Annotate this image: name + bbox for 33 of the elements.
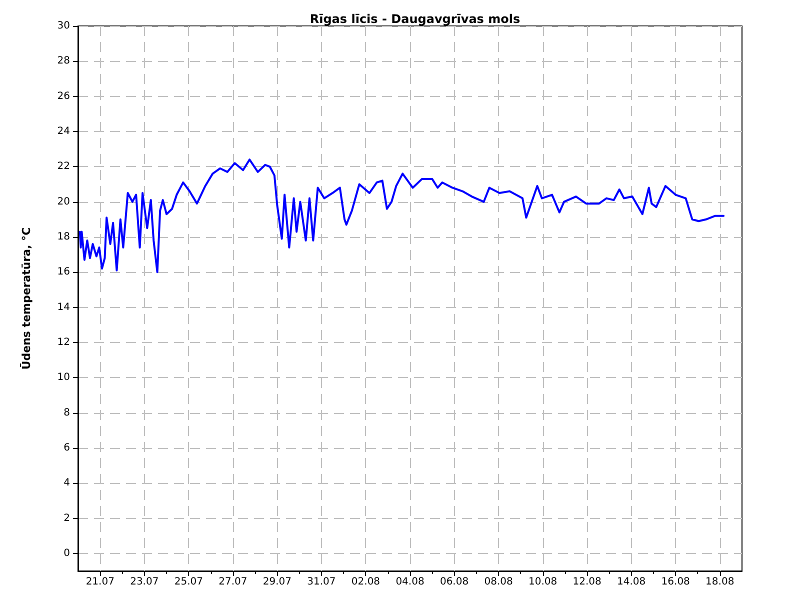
y-tick-label: 6 xyxy=(64,442,70,454)
x-tick-label: 14.08 xyxy=(617,576,646,588)
y-tick-label: 12 xyxy=(57,336,70,348)
chart-title: Rīgas līcis - Daugavgrīvas mols xyxy=(310,12,520,26)
y-tick-label: 24 xyxy=(57,126,70,137)
x-tick-label: 25.07 xyxy=(174,576,203,588)
x-tick-label: 18.08 xyxy=(706,576,734,588)
x-tick-label: 12.08 xyxy=(572,576,602,588)
x-tick-label: 10.08 xyxy=(528,576,558,588)
x-tick-label: 06.08 xyxy=(440,576,469,588)
y-tick-label: 8 xyxy=(64,407,70,418)
y-tick-label: 0 xyxy=(64,548,70,559)
y-tick-label: 28 xyxy=(57,56,70,67)
y-tick-label: 22 xyxy=(57,161,70,172)
y-axis-title: Ūdens temperatūra, °C xyxy=(19,227,33,370)
x-tick-label: 21.07 xyxy=(86,576,114,588)
y-tick-label: 16 xyxy=(57,266,70,278)
y-tick-label: 2 xyxy=(64,512,70,524)
x-tick-label: 29.07 xyxy=(262,576,292,588)
y-tick-label: 30 xyxy=(57,20,70,32)
y-tick-label: 18 xyxy=(57,231,70,242)
x-tick-label: 31.07 xyxy=(307,576,336,588)
x-tick-label: 23.07 xyxy=(130,576,159,588)
x-tick-label: 27.07 xyxy=(218,576,248,588)
x-tick-label: 04.08 xyxy=(396,576,424,588)
y-tick-label: 14 xyxy=(57,302,70,313)
y-tick-label: 26 xyxy=(57,90,70,102)
x-tick-label: 02.08 xyxy=(351,576,380,588)
y-tick-label: 4 xyxy=(64,478,70,489)
x-tick-label: 08.08 xyxy=(484,576,513,588)
y-tick-label: 20 xyxy=(57,196,70,208)
y-tick-label: 10 xyxy=(57,372,70,384)
x-tick-label: 16.08 xyxy=(661,576,690,588)
